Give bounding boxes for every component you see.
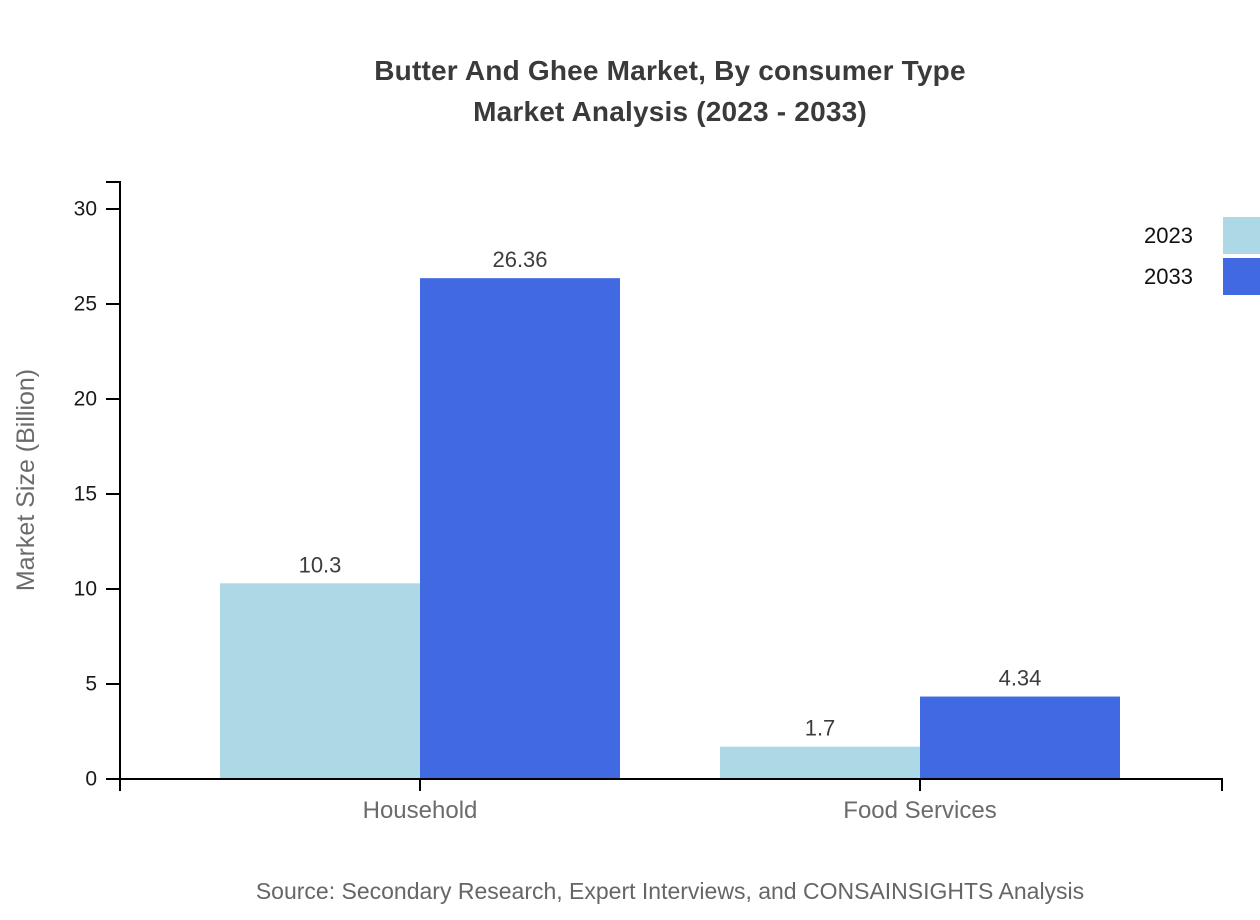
y-axis-title: Market Size (Billion) (12, 369, 40, 591)
bar-household-2033 (420, 278, 620, 779)
bar-value-label: 4.34 (999, 666, 1042, 691)
axes-group (106, 181, 1223, 791)
y-tick-label: 10 (74, 578, 97, 601)
x-category-label: Household (363, 797, 478, 824)
labels-group: 0 5 10 15 20 25 30 Household Food Services 10.3 1.… (74, 198, 1042, 825)
bar-value-label: 26.36 (492, 247, 547, 272)
y-tick-label: 5 (85, 673, 97, 696)
x-category-label: Food Services (843, 797, 996, 824)
y-axis-line (106, 181, 121, 791)
chart-title: Butter And Ghee Market, By consumer Type… (120, 50, 1220, 132)
legend: 2023 2033 (1144, 217, 1260, 295)
legend-row-2023: 2023 (1144, 217, 1260, 254)
y-tick-label: 25 (74, 293, 97, 316)
legend-label: 2033 (1144, 263, 1193, 289)
y-tick-label: 30 (74, 198, 97, 221)
bar-food-services-2023 (720, 746, 920, 779)
bar-food-services-2033 (920, 696, 1120, 779)
legend-label: 2023 (1144, 222, 1193, 248)
legend-swatch (1223, 258, 1260, 295)
y-tick-label: 0 (85, 768, 97, 791)
bar-value-label: 10.3 (299, 552, 342, 577)
chart-title-line1: Butter And Ghee Market, By consumer Type (374, 55, 966, 86)
y-tick-label: 15 (74, 483, 97, 506)
bars-group (220, 278, 1120, 779)
bar-value-label: 1.7 (805, 716, 836, 741)
source-note: Source: Secondary Research, Expert Inter… (255, 878, 1085, 904)
bar-household-2023 (220, 583, 420, 779)
x-axis-line (120, 778, 1223, 791)
y-tick-label: 20 (74, 388, 97, 411)
chart-title-line2: Market Analysis (2023 - 2033) (473, 96, 867, 127)
legend-swatch (1223, 217, 1260, 254)
legend-row-2033: 2033 (1144, 258, 1260, 295)
